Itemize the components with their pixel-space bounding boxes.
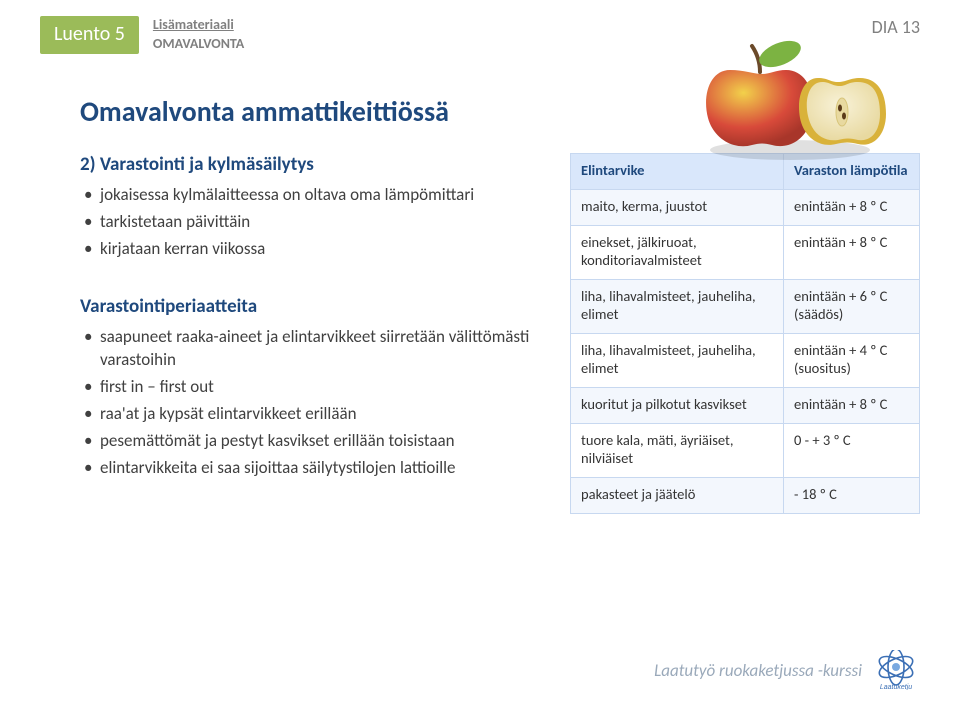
- cell-food: liha, lihavalmisteet, jauheliha, elimet: [571, 280, 784, 334]
- table-row: maito, kerma, juustotenintään + 8 º C: [571, 190, 920, 226]
- list-item: kirjataan kerran viikossa: [84, 238, 550, 261]
- cell-food: pakasteet ja jäätelö: [571, 478, 784, 514]
- section2-list: saapuneet raaka-aineet ja elintarvikkeet…: [80, 326, 550, 480]
- cell-temp: enintään + 8 º C: [784, 190, 920, 226]
- table-row: pakasteet ja jäätelö- 18 º C: [571, 478, 920, 514]
- svg-text:Laatuketju: Laatuketju: [880, 684, 912, 690]
- slide: Luento 5 Lisämateriaali OMAVALVONTA DIA …: [0, 0, 960, 704]
- logo-icon: Laatuketju: [872, 650, 920, 690]
- cell-food: kuoritut ja pilkotut kasvikset: [571, 388, 784, 424]
- cell-food: einekset, jälkiruoat, konditoriavalmiste…: [571, 226, 784, 280]
- top-label-line2: OMAVALVONTA: [153, 35, 244, 52]
- section2-heading: Varastointiperiaatteita: [80, 295, 550, 318]
- list-item: pesemättömät ja pestyt kasvikset erillää…: [84, 430, 550, 453]
- cell-food: liha, lihavalmisteet, jauheliha, elimet: [571, 334, 784, 388]
- content-area: 2) Varastointi ja kylmäsäilytys jokaises…: [80, 153, 920, 514]
- cell-food: maito, kerma, juustot: [571, 190, 784, 226]
- section1-heading: 2) Varastointi ja kylmäsäilytys: [80, 153, 550, 176]
- top-labels: Lisämateriaali OMAVALVONTA: [153, 16, 244, 52]
- table-row: kuoritut ja pilkotut kasviksetenintään +…: [571, 388, 920, 424]
- cell-food: tuore kala, mäti, äyriäiset, nilviäiset: [571, 424, 784, 478]
- cell-temp: enintään + 6 º C (säädös): [784, 280, 920, 334]
- section1-list: jokaisessa kylmälaitteessa on oltava oma…: [80, 184, 550, 261]
- list-item: tarkistetaan päivittäin: [84, 211, 550, 234]
- list-item: raa'at ja kypsät elintarvikkeet erillään: [84, 403, 550, 426]
- footer: Laatutyö ruokaketjussa -kurssi Laatuketj…: [654, 650, 920, 690]
- section2: Varastointiperiaatteita saapuneet raaka-…: [80, 295, 550, 480]
- cell-temp: enintään + 8 º C: [784, 226, 920, 280]
- list-item: elintarvikkeita ei saa sijoittaa säilyty…: [84, 457, 550, 480]
- list-item: saapuneet raaka-aineet ja elintarvikkeet…: [84, 326, 550, 372]
- list-item: jokaisessa kylmälaitteessa on oltava oma…: [84, 184, 550, 207]
- lecture-badge: Luento 5: [40, 16, 139, 54]
- cell-temp: - 18 º C: [784, 478, 920, 514]
- left-column: 2) Varastointi ja kylmäsäilytys jokaises…: [80, 153, 550, 483]
- right-column: Elintarvike Varaston lämpötila maito, ke…: [570, 153, 920, 514]
- table-row: einekset, jälkiruoat, konditoriavalmiste…: [571, 226, 920, 280]
- cell-temp: enintään + 4 º C (suositus): [784, 334, 920, 388]
- table-row: tuore kala, mäti, äyriäiset, nilviäiset0…: [571, 424, 920, 478]
- list-item: first in – first out: [84, 376, 550, 399]
- cell-temp: 0 - + 3 º C: [784, 424, 920, 478]
- apple-image: [690, 30, 890, 150]
- table-row: liha, lihavalmisteet, jauheliha, elimete…: [571, 280, 920, 334]
- temperature-table: Elintarvike Varaston lämpötila maito, ke…: [570, 153, 920, 514]
- footer-text: Laatutyö ruokaketjussa -kurssi: [654, 660, 862, 681]
- cell-temp: enintään + 8 º C: [784, 388, 920, 424]
- table-row: liha, lihavalmisteet, jauheliha, elimete…: [571, 334, 920, 388]
- top-label-line1: Lisämateriaali: [153, 16, 244, 33]
